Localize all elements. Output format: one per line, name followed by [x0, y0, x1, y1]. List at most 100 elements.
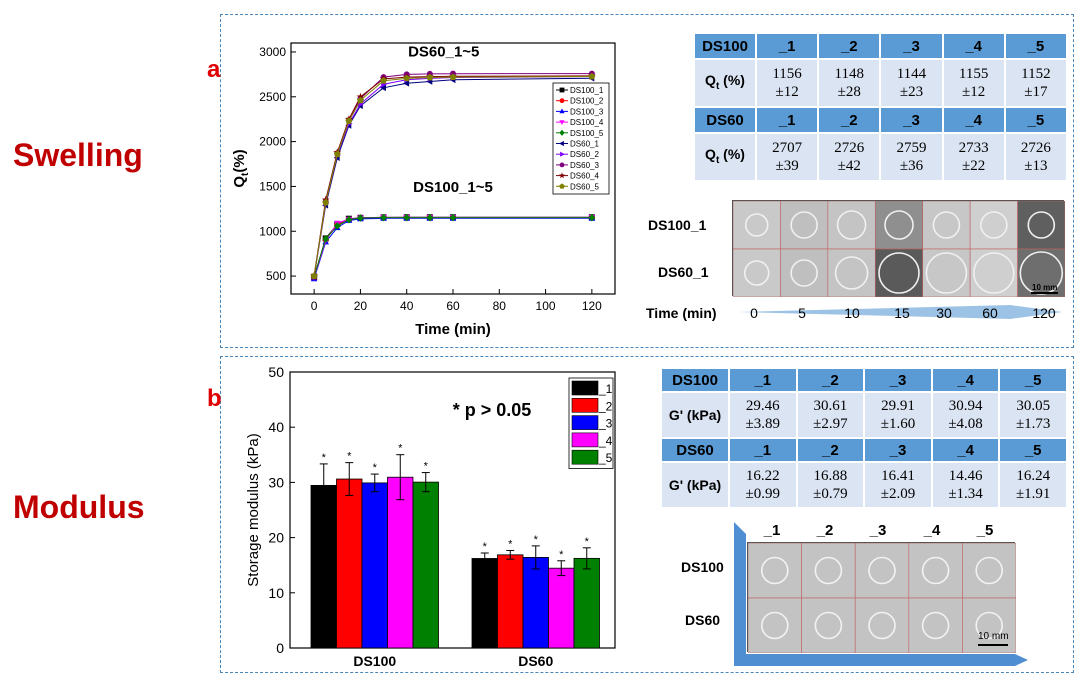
column-header: _5	[998, 367, 1068, 393]
table-cell: 29.46 ±3.89	[728, 391, 798, 439]
hydrogel-disc	[814, 611, 843, 640]
legend-marker	[559, 162, 565, 168]
column-label: _2	[816, 522, 834, 539]
x-tick-label: DS100	[353, 653, 396, 669]
legend-marker	[559, 120, 565, 125]
row-label: G' (kPa)	[660, 391, 730, 439]
table-header-row: DS60 _1 _2 _3 _4 _5	[660, 437, 1068, 463]
hydrogel-disc	[760, 611, 789, 640]
bar	[336, 478, 363, 649]
table-row: G' (kPa) 29.46 ±3.89 30.61 ±2.97 29.91 ±1.6…	[660, 391, 1068, 439]
time-label: 15	[894, 305, 910, 321]
y-tick-label: 40	[268, 419, 284, 435]
photo-cell	[1017, 200, 1066, 250]
hydrogel-disc	[868, 556, 896, 585]
plot-frame	[289, 371, 616, 649]
photo-cell	[732, 200, 781, 250]
modulus-label: Modulus	[13, 489, 145, 525]
bar	[548, 567, 575, 649]
series-line	[313, 76, 592, 277]
legend-marker	[559, 87, 565, 93]
group-label: DS100	[693, 32, 757, 60]
photo-cell	[827, 200, 876, 250]
bar	[361, 482, 388, 649]
x-axis-title: Time (min)	[415, 321, 491, 338]
significance-label: *	[585, 536, 590, 548]
modulus-photo-grid: 10 mm	[747, 542, 1017, 654]
legend-label: DS100_2	[570, 97, 604, 106]
legend-label: DS60_2	[570, 150, 599, 159]
column-header: _3	[879, 32, 944, 60]
legend-label: _1	[598, 382, 613, 396]
x-tick-label: 80	[493, 299, 507, 313]
table-cell: 30.05 ±1.73	[998, 391, 1068, 439]
photo-cell	[732, 248, 781, 298]
time-axis-label: Time (min)	[646, 305, 717, 321]
hydrogel-disc	[743, 260, 770, 286]
series-line	[313, 73, 592, 278]
hydrogel-disc	[790, 211, 818, 239]
hydrogel-disc	[932, 211, 961, 239]
legend-label: DS100_4	[570, 118, 604, 127]
annotation-ds60: DS60_1~5	[408, 43, 479, 60]
legend-label: _5	[598, 451, 613, 465]
annotation-ds100: DS100_1~5	[413, 179, 493, 196]
table-row: G' (kPa) 16.22 ±0.99 16.88 ±0.79 16.41 ±2.0…	[660, 461, 1068, 509]
legend-swatch	[571, 415, 599, 430]
group-label: DS60	[693, 106, 757, 134]
legend-marker	[559, 108, 565, 114]
bar	[522, 557, 549, 649]
table-cell: 16.41 ±2.09	[863, 461, 933, 509]
photo-row-label: DS60_1	[658, 264, 709, 280]
column-header: _1	[754, 32, 820, 60]
modulus-bar-chart: 0 10 20 30 40 50 Storage modulus (kPa) * * * * * DS1…	[245, 364, 616, 669]
photo-cell	[969, 248, 1018, 298]
legend-label: DS60_4	[570, 172, 599, 181]
table-cell: 1156 ±12	[754, 58, 820, 108]
hydrogel-disc	[884, 210, 914, 240]
legend-marker	[559, 129, 565, 136]
y-tick-label: 10	[268, 585, 284, 601]
column-header: _4	[941, 106, 1006, 134]
photo-cell	[922, 200, 971, 250]
x-tick-label: 20	[354, 299, 368, 313]
hydrogel-disc	[836, 210, 867, 240]
y-tick-label: 2000	[259, 135, 286, 149]
photo-cell	[780, 248, 829, 298]
significance-label: *	[534, 534, 539, 546]
photo-cell	[780, 200, 829, 250]
column-header: _3	[863, 367, 933, 393]
column-header: _2	[795, 437, 866, 463]
swelling-table: DS100 _1 _2 _3 _4 _5 Qt (%) 1156 ±12 1148…	[693, 32, 1069, 182]
data-point	[380, 77, 387, 84]
time-label: 0	[750, 305, 758, 321]
legend-label: DS60_5	[570, 182, 599, 191]
legend-marker	[559, 183, 565, 189]
series-line	[313, 75, 592, 276]
frame-bottom	[734, 654, 1028, 666]
time-label: 120	[1032, 305, 1056, 321]
column-header: _4	[930, 437, 1001, 463]
modulus-photo-frame: _1 _2 _3 _4 _5	[734, 522, 1028, 666]
column-header: _5	[1003, 32, 1069, 60]
bar	[497, 554, 524, 649]
bar	[573, 557, 600, 649]
y-tick-label: 1500	[259, 179, 286, 193]
hydrogel-disc	[921, 556, 950, 585]
photo-row-label: DS60	[685, 612, 721, 628]
table-cell: 2733 ±22	[941, 132, 1006, 182]
time-label: 10	[844, 305, 860, 321]
data-point	[333, 150, 341, 158]
x-tick-label: 60	[446, 299, 460, 313]
photo-cell	[854, 542, 910, 599]
modulus-table: DS100 _1 _2 _3 _4 _5 G' (kPa) 29.46 ±3.89…	[660, 367, 1068, 509]
table-cell: 29.91 ±1.60	[863, 391, 933, 439]
table-cell: 1155 ±12	[941, 58, 1006, 108]
table-header-row: DS100 _1 _2 _3 _4 _5	[660, 367, 1068, 393]
row-label: Qt (%)	[693, 58, 757, 108]
table-header-row: DS100 _1 _2 _3 _4 _5	[693, 32, 1069, 60]
legend-swatch	[571, 432, 599, 448]
legend-label: DS60_3	[570, 161, 599, 170]
scale-bar-label: 10 mm	[978, 631, 1009, 642]
y-tick-label: 500	[266, 269, 286, 283]
